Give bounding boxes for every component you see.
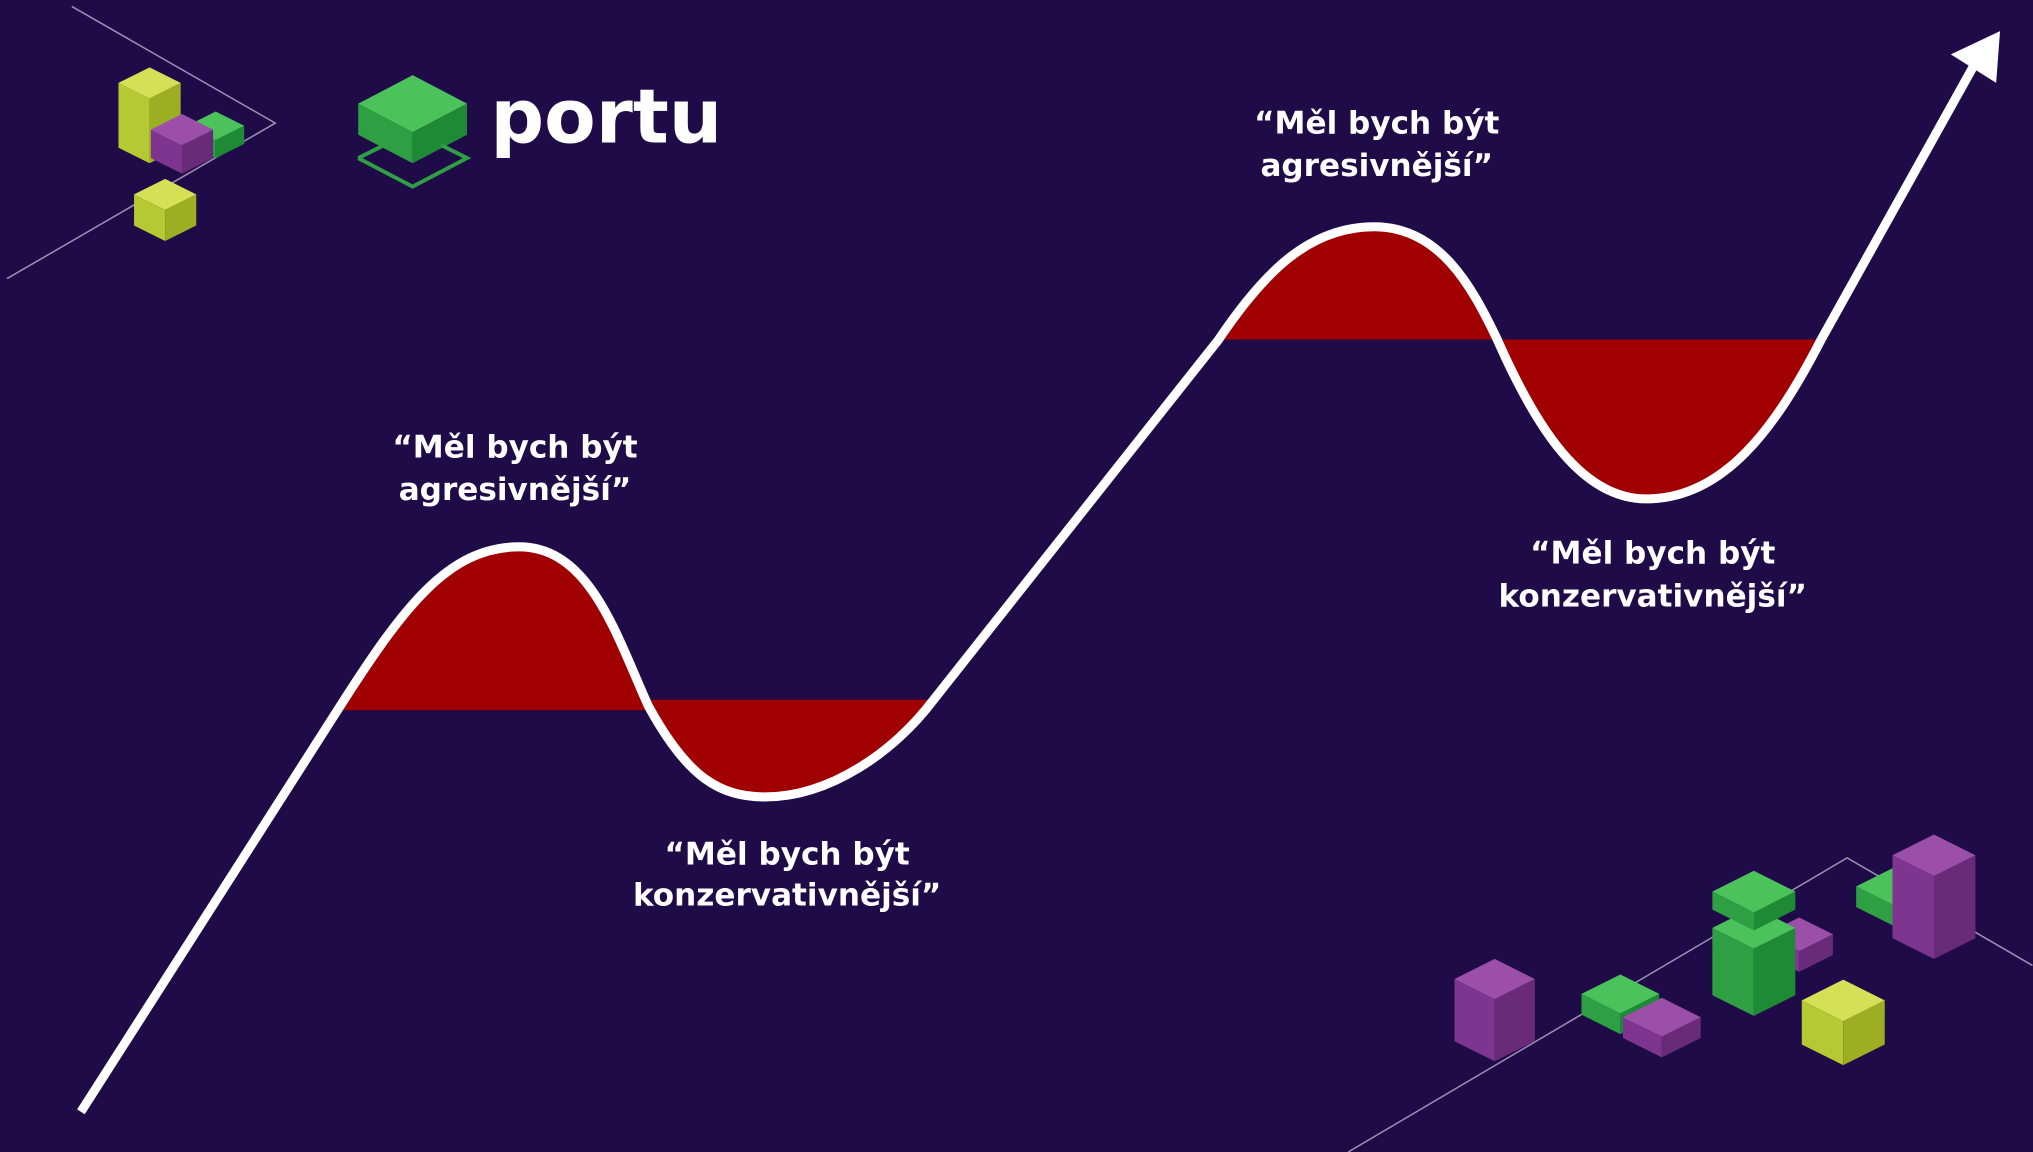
cube-face: [150, 129, 182, 174]
cube-face: [1933, 855, 1976, 959]
cube-face: [1892, 834, 1976, 876]
cube-face: [1799, 934, 1833, 972]
cube-face: [1843, 1000, 1885, 1066]
annotation-line: “Měl bych být: [1254, 105, 1499, 141]
cube-face: [1753, 891, 1796, 931]
annotation-line: “Měl bych být: [665, 836, 910, 872]
logo: portu: [357, 73, 722, 189]
red-area: [1218, 226, 1498, 340]
cube-face: [1712, 927, 1754, 1016]
cube-face: [1892, 855, 1934, 959]
annotation-line: konzervativnější”: [633, 878, 941, 914]
annotation-line: “Měl bych být: [1530, 536, 1775, 572]
cube-face: [1856, 886, 1893, 926]
cube-face: [215, 125, 245, 159]
deco-line: [6, 5, 277, 280]
logo-outline: [357, 143, 472, 189]
red-area: [648, 699, 934, 797]
cube-face: [181, 129, 214, 174]
red-areas: [340, 226, 1822, 797]
cube-face: [1581, 993, 1621, 1035]
cube-face: [1712, 870, 1796, 913]
cube-face: [1661, 1017, 1701, 1058]
growth-curve: [77, 65, 1977, 1115]
cube-face: [150, 114, 214, 146]
annotation-line: “Měl bych být: [392, 429, 637, 465]
cube-face: [1801, 979, 1885, 1022]
logo-cube-left: [358, 103, 413, 164]
annotation-line: agresivnější”: [399, 472, 632, 508]
cube-face: [1454, 979, 1495, 1062]
logo-text: portu: [490, 73, 722, 161]
red-area: [1497, 339, 1822, 499]
annotation-line: konzervativnější”: [1499, 578, 1807, 614]
cube-face: [1454, 958, 1535, 1000]
cube-face: [1712, 891, 1754, 931]
annotation-line: agresivnější”: [1260, 148, 1493, 184]
logo-outline: [357, 143, 386, 160]
cube-face: [1622, 1017, 1662, 1058]
red-area: [340, 546, 649, 711]
cube-face: [1801, 1000, 1844, 1066]
cube-face: [1753, 927, 1796, 1016]
cube-face: [1622, 997, 1701, 1037]
arrow-head: [1950, 31, 2001, 83]
logo-cube-right: [412, 103, 468, 164]
cube-face: [118, 82, 150, 164]
cube-face: [1494, 979, 1535, 1062]
cube-face: [134, 194, 166, 242]
